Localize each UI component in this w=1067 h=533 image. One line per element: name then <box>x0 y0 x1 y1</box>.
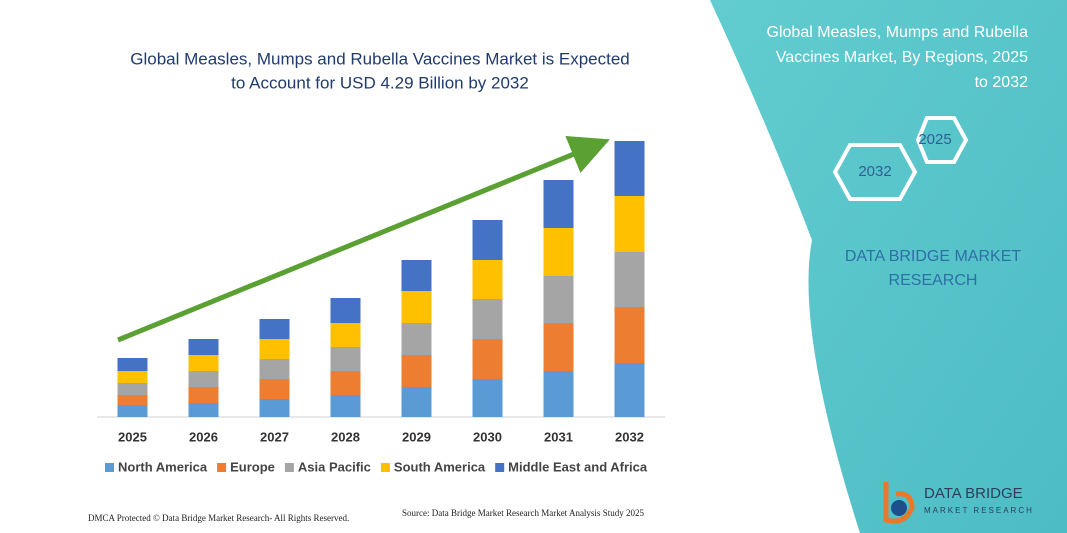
bar-segment <box>188 387 219 403</box>
side-title: to 2032 <box>975 74 1028 91</box>
bar-segment <box>401 291 432 323</box>
logo: DATA BRIDGE MARKET RESEARCH <box>883 482 1034 524</box>
side-title: Global Measles, Mumps and Rubella <box>767 24 1029 41</box>
bar-segment <box>117 358 148 371</box>
bar-segment <box>117 383 148 395</box>
bar-segment <box>472 339 503 379</box>
x-tick-label: 2028 <box>331 429 360 444</box>
logo-tagline: MARKET RESEARCH <box>924 506 1034 515</box>
bar-segment <box>188 355 219 371</box>
legend-swatch <box>380 463 390 472</box>
side-title: Vaccines Market, By Regions, 2025 <box>776 49 1028 66</box>
hexagon-label: 2025 <box>918 131 951 148</box>
bar-segment <box>472 220 503 260</box>
bar-segment <box>614 307 645 363</box>
bar-segment <box>330 347 361 371</box>
bar-segment <box>543 228 574 276</box>
hexagon <box>832 143 918 201</box>
bar-segment <box>472 379 503 417</box>
bar-segment <box>543 371 574 417</box>
chart-title: to Account for USD 4.29 Billion by 2032 <box>231 73 529 92</box>
bar-segment <box>259 379 290 399</box>
legend-swatch <box>105 463 114 472</box>
legend-label: Europe <box>230 459 275 474</box>
logo-mark <box>891 500 907 516</box>
legend-label: North America <box>118 459 208 474</box>
legend-label: Middle East and Africa <box>508 459 648 474</box>
bar-segment <box>401 387 432 417</box>
legend-swatch <box>495 463 505 472</box>
x-tick-label: 2031 <box>544 429 573 444</box>
bar-segment <box>543 276 574 323</box>
hexagon <box>915 116 969 164</box>
bar-segment <box>401 355 432 387</box>
legend-label: Asia Pacific <box>298 459 371 474</box>
chart-title: Global Measles, Mumps and Rubella Vaccin… <box>130 49 630 68</box>
hexagon-label: 2032 <box>858 163 891 180</box>
brand-text: DATA BRIDGE MARKET <box>845 248 1022 265</box>
bar-segment <box>472 299 503 339</box>
bar-segment <box>117 395 148 405</box>
brand-text: RESEARCH <box>889 272 978 289</box>
bar-segment <box>259 399 290 417</box>
bar-segment <box>614 141 645 196</box>
bar-segment <box>259 319 290 339</box>
bar-segment <box>259 339 290 359</box>
x-tick-label: 2025 <box>118 429 147 444</box>
side-panel-bg <box>710 0 1067 533</box>
x-tick-label: 2029 <box>402 429 431 444</box>
bar-segment <box>614 363 645 417</box>
bar-segment <box>330 298 361 323</box>
bar-segment <box>117 371 148 383</box>
bar-segment <box>401 323 432 355</box>
bar-segment <box>188 339 219 355</box>
bar-segment <box>401 260 432 291</box>
bar-segment <box>188 403 219 417</box>
bar-segment <box>188 371 219 387</box>
bar-segment <box>543 323 574 371</box>
bar-segment <box>614 196 645 252</box>
bar-segment <box>330 371 361 395</box>
x-tick-label: 2032 <box>615 429 644 444</box>
bar-segment <box>614 252 645 307</box>
x-tick-label: 2030 <box>473 429 502 444</box>
legend-swatch <box>217 463 227 472</box>
bar-segment <box>330 395 361 417</box>
dmca-note: DMCA Protected © Data Bridge Market Rese… <box>88 513 349 523</box>
bar-segment <box>330 323 361 347</box>
logo-mark <box>883 482 915 524</box>
logo-name: DATA BRIDGE <box>924 485 1023 502</box>
legend-swatch <box>284 463 294 472</box>
growth-arrow <box>117 135 610 343</box>
source-note: Source: Data Bridge Market Research Mark… <box>402 508 644 518</box>
x-tick-label: 2026 <box>189 429 218 444</box>
legend-label: South America <box>394 459 486 474</box>
bar-segment <box>259 359 290 379</box>
bar-segment <box>117 405 148 417</box>
x-tick-label: 2027 <box>260 429 289 444</box>
bar-segment <box>543 180 574 228</box>
bar-segment <box>472 260 503 299</box>
